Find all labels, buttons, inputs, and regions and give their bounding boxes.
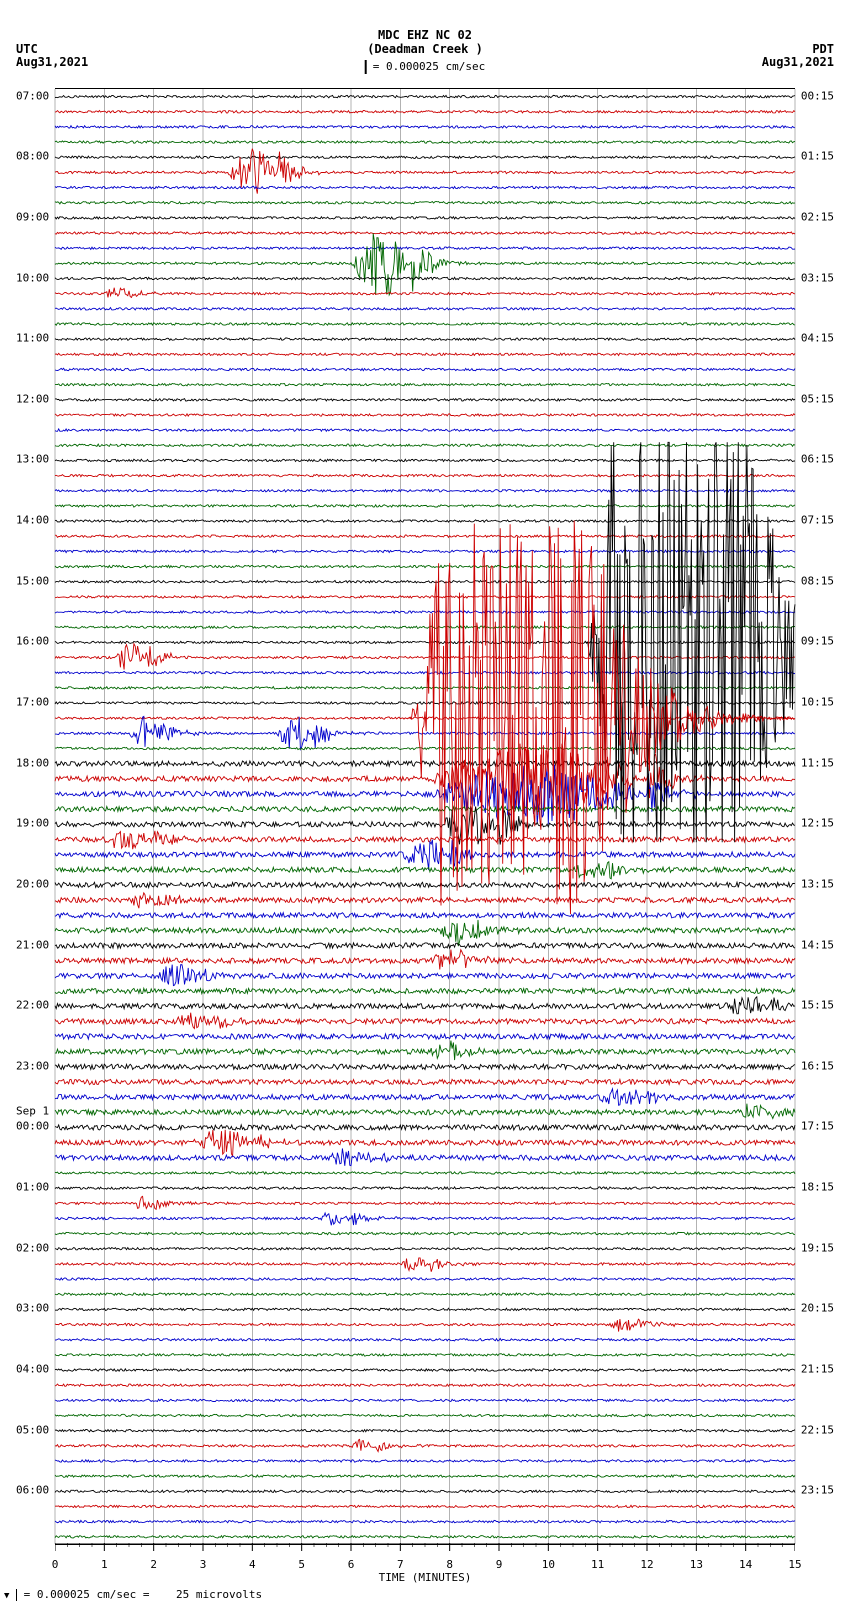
x-tick-label: 13 <box>690 1558 703 1571</box>
plot-area <box>55 88 795 1545</box>
pdt-time-label: 22:15 <box>801 1423 834 1436</box>
pdt-time-label: 11:15 <box>801 756 834 769</box>
x-axis-title: TIME (MINUTES) <box>379 1571 472 1584</box>
header: MDC EHZ NC 02 (Deadman Creek ) = 0.00002… <box>0 0 850 80</box>
utc-time-label: 21:00 <box>16 938 49 951</box>
utc-time-label: 23:00 <box>16 1059 49 1072</box>
date-left: Aug31,2021 <box>16 55 88 69</box>
pdt-time-label: 07:15 <box>801 514 834 527</box>
station-title: MDC EHZ NC 02 <box>378 28 472 42</box>
pdt-time-label: 17:15 <box>801 1120 834 1133</box>
pdt-time-label: 14:15 <box>801 938 834 951</box>
utc-time-label: 07:00 <box>16 89 49 102</box>
x-tick-label: 5 <box>298 1558 305 1571</box>
pdt-time-label: 03:15 <box>801 271 834 284</box>
pdt-time-label: 13:15 <box>801 877 834 890</box>
utc-time-label: 16:00 <box>16 635 49 648</box>
utc-time-label: 04:00 <box>16 1363 49 1376</box>
x-tick-label: 11 <box>591 1558 604 1571</box>
timezone-right: PDT <box>812 42 834 56</box>
utc-time-label: 15:00 <box>16 574 49 587</box>
utc-time-label: 00:00 <box>16 1120 49 1133</box>
pdt-time-label: 09:15 <box>801 635 834 648</box>
x-tick-label: 4 <box>249 1558 256 1571</box>
pdt-time-label: 21:15 <box>801 1363 834 1376</box>
pdt-time-label: 19:15 <box>801 1241 834 1254</box>
pdt-time-label: 06:15 <box>801 453 834 466</box>
pdt-time-label: 08:15 <box>801 574 834 587</box>
utc-time-label: 22:00 <box>16 999 49 1012</box>
date-marker: Sep 1 <box>16 1105 49 1118</box>
utc-time-label: 01:00 <box>16 1181 49 1194</box>
x-tick-label: 2 <box>150 1558 157 1571</box>
station-location: (Deadman Creek ) <box>367 42 483 56</box>
footer-scale: ▼ = 0.000025 cm/sec = 25 microvolts <box>4 1588 262 1601</box>
timezone-left: UTC <box>16 42 38 56</box>
utc-time-label: 05:00 <box>16 1423 49 1436</box>
x-axis: TIME (MINUTES) 0123456789101112131415 <box>55 1543 795 1583</box>
pdt-time-label: 02:15 <box>801 210 834 223</box>
seismogram-svg <box>55 89 795 1544</box>
x-tick-label: 7 <box>397 1558 404 1571</box>
scale-indicator: = 0.000025 cm/sec <box>365 60 486 74</box>
pdt-time-label: 10:15 <box>801 695 834 708</box>
pdt-time-label: 18:15 <box>801 1181 834 1194</box>
x-tick-label: 6 <box>348 1558 355 1571</box>
pdt-time-label: 15:15 <box>801 999 834 1012</box>
pdt-time-label: 01:15 <box>801 150 834 163</box>
pdt-time-label: 16:15 <box>801 1059 834 1072</box>
utc-time-label: 14:00 <box>16 514 49 527</box>
x-tick-label: 10 <box>542 1558 555 1571</box>
utc-time-label: 09:00 <box>16 210 49 223</box>
utc-time-label: 19:00 <box>16 817 49 830</box>
pdt-time-label: 20:15 <box>801 1302 834 1315</box>
utc-time-label: 11:00 <box>16 332 49 345</box>
x-tick-label: 0 <box>52 1558 59 1571</box>
pdt-time-label: 23:15 <box>801 1484 834 1497</box>
utc-time-label: 13:00 <box>16 453 49 466</box>
utc-time-label: 06:00 <box>16 1484 49 1497</box>
x-tick-label: 15 <box>788 1558 801 1571</box>
pdt-time-label: 12:15 <box>801 817 834 830</box>
pdt-time-label: 04:15 <box>801 332 834 345</box>
x-tick-label: 8 <box>446 1558 453 1571</box>
x-tick-label: 3 <box>200 1558 207 1571</box>
utc-time-label: 20:00 <box>16 877 49 890</box>
pdt-time-label: 00:15 <box>801 89 834 102</box>
x-tick-label: 1 <box>101 1558 108 1571</box>
utc-time-label: 10:00 <box>16 271 49 284</box>
utc-time-label: 17:00 <box>16 695 49 708</box>
utc-time-label: 18:00 <box>16 756 49 769</box>
utc-time-label: 12:00 <box>16 392 49 405</box>
utc-time-label: 03:00 <box>16 1302 49 1315</box>
x-tick-label: 12 <box>640 1558 653 1571</box>
utc-time-label: 08:00 <box>16 150 49 163</box>
x-tick-label: 9 <box>496 1558 503 1571</box>
date-right: Aug31,2021 <box>762 55 834 69</box>
seismogram-container: MDC EHZ NC 02 (Deadman Creek ) = 0.00002… <box>0 0 850 1613</box>
utc-time-label: 02:00 <box>16 1241 49 1254</box>
x-tick-label: 14 <box>739 1558 752 1571</box>
pdt-time-label: 05:15 <box>801 392 834 405</box>
